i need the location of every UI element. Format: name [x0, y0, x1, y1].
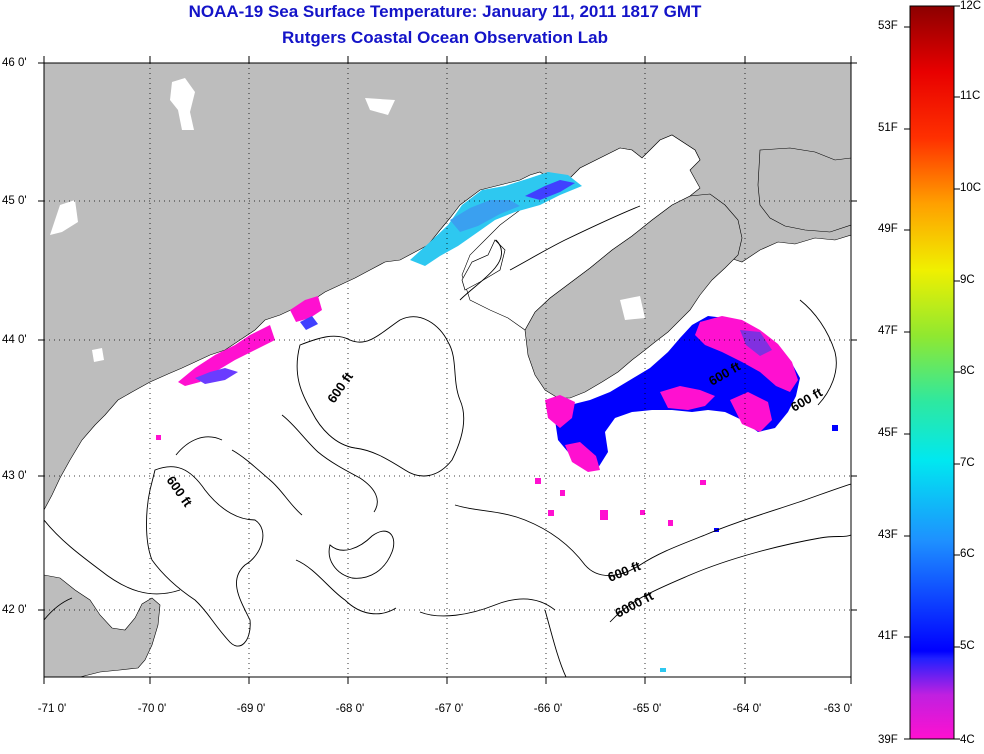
depth-contours	[44, 205, 851, 677]
colorbar-c-label: 8C	[960, 365, 975, 377]
axis-ticks	[38, 56, 857, 684]
colorbar-f-label: 47F	[878, 325, 898, 337]
colorbar-c-label: 9C	[960, 274, 975, 286]
map-title: NOAA-19 Sea Surface Temperature: January…	[188, 2, 702, 21]
land-pei	[757, 147, 851, 233]
colorbar-f-label: 49F	[878, 223, 898, 235]
lon-label: -67 0'	[434, 703, 464, 715]
colorbar-ticks	[904, 5, 960, 740]
lon-label: -70 0'	[137, 703, 167, 715]
colorbar-c-label: 7C	[960, 457, 975, 469]
lat-label: 45 0'	[2, 195, 27, 207]
colorbar-f-label: 41F	[878, 630, 898, 642]
lat-label: 46 0'	[2, 57, 27, 69]
colorbar-f-label: 45F	[878, 427, 898, 439]
lat-label: 43 0'	[2, 470, 27, 482]
lon-label: -69 0'	[236, 703, 266, 715]
lake	[365, 98, 395, 115]
colorbar-f-label: 51F	[878, 122, 898, 134]
lon-label: -65 0'	[632, 703, 662, 715]
lake	[170, 78, 195, 130]
colorbar-c-label: 12C	[960, 0, 982, 12]
colorbar-c-label: 4C	[960, 734, 975, 746]
colorbar-c-label: 6C	[960, 548, 975, 560]
colorbar-c-label: 5C	[960, 640, 975, 652]
colorbar-f-label: 43F	[878, 529, 898, 541]
colorbar-c-label: 11C	[960, 90, 981, 102]
colorbar-f-label: 39F	[878, 734, 898, 746]
lake	[50, 200, 78, 235]
map-subtitle: Rutgers Coastal Ocean Observation Lab	[282, 28, 608, 47]
sst-coverage	[156, 172, 838, 672]
lon-label: -71 0'	[37, 703, 67, 715]
colorbar-c-label: 10C	[960, 182, 982, 194]
lake	[620, 296, 645, 320]
lat-label: 44 0'	[2, 334, 27, 346]
lon-label: -68 0'	[335, 703, 365, 715]
lat-label: 42 0'	[2, 604, 27, 616]
land-cape-cod	[44, 574, 161, 677]
lake	[92, 348, 104, 362]
lon-label: -64 0'	[732, 703, 762, 715]
colorbar	[909, 5, 955, 740]
island	[461, 239, 506, 291]
colorbar-f-label: 53F	[878, 20, 898, 32]
lon-label: -66 0'	[533, 703, 563, 715]
lon-label: -63 0'	[823, 703, 853, 715]
